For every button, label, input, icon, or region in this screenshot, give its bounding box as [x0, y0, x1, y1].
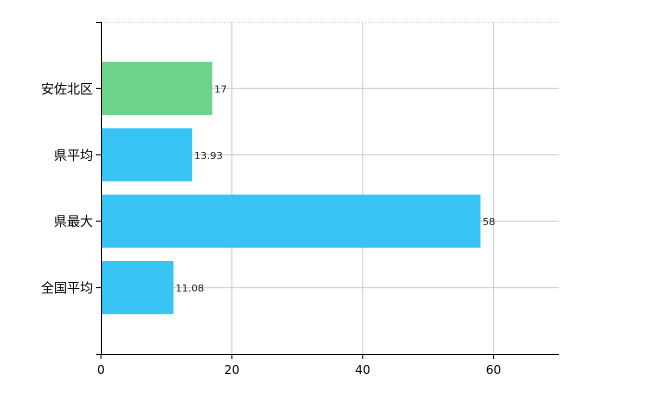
- data-label: 11.08: [175, 284, 204, 295]
- x-tick-label: 40: [355, 363, 370, 377]
- axis-layer: [96, 22, 559, 359]
- bar-layer: [101, 61, 481, 315]
- category-label: 全国平均: [41, 281, 93, 297]
- data-label: 17: [214, 84, 227, 95]
- data-label: 13.93: [194, 151, 223, 162]
- x-tick-label: 60: [486, 363, 501, 377]
- bar-4: [101, 261, 174, 315]
- x-tick-label: 0: [97, 363, 105, 377]
- category-label: 安佐北区: [41, 82, 93, 97]
- bar-3: [101, 194, 481, 248]
- category-label: 県平均: [54, 149, 93, 164]
- bar-1: [101, 61, 213, 115]
- bar-2: [101, 128, 193, 182]
- x-tick-label: 20: [224, 363, 239, 377]
- data-label: 58: [482, 217, 495, 228]
- category-label: 県最大: [54, 215, 93, 230]
